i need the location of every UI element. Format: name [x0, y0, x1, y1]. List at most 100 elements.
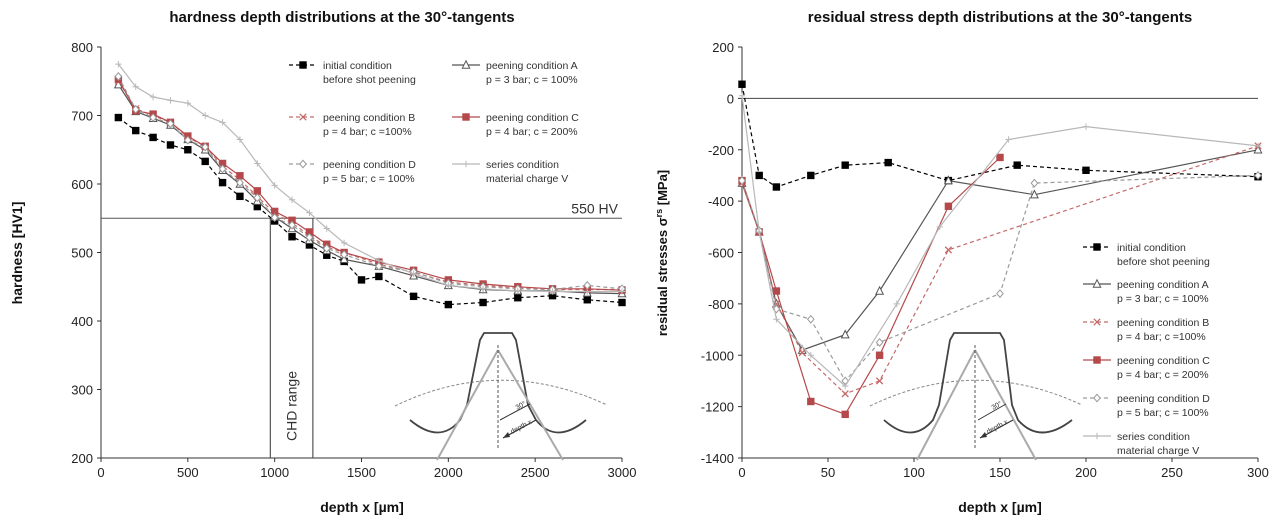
- y-tick-label: 200: [71, 451, 93, 466]
- legend-label: p = 3 bar; c = 100%: [1117, 293, 1209, 305]
- series-lines: [113, 60, 627, 309]
- series-line-3: [117, 78, 623, 291]
- series-3-point: [772, 287, 781, 295]
- series-line-0: [741, 84, 1259, 188]
- chd-range-label: CHD range: [284, 371, 300, 441]
- series-line-0: [118, 117, 623, 306]
- svg-text:depth x: depth x: [986, 419, 1010, 436]
- legend-label: p = 5 bar; c = 100%: [1117, 407, 1209, 419]
- legend-item-5: series condition material charge V: [452, 159, 568, 185]
- y-tick-label: 700: [71, 109, 93, 124]
- series-line-5: [117, 63, 622, 293]
- legend-label: peening condition C: [1117, 355, 1210, 367]
- series-4-point: [149, 113, 157, 123]
- series-5-point: [479, 285, 487, 293]
- legend-label: p = 3 bar; c = 100%: [486, 74, 578, 86]
- legend-item-1: peening condition A p = 3 bar; c = 100%: [1083, 278, 1209, 305]
- series-4-point: [322, 243, 331, 253]
- series-4-point: [166, 119, 175, 129]
- series-0-point: [218, 178, 227, 187]
- series-4-point: [875, 337, 884, 347]
- legend-swatch-marker: [461, 59, 471, 69]
- series-0-point: [1082, 166, 1090, 175]
- series-0-point: [288, 233, 296, 241]
- residual-stress-chart-title: residual stress depth distributions at t…: [808, 9, 1192, 26]
- series-5-point: [219, 119, 226, 126]
- series-0-point: [772, 183, 781, 191]
- series-4-point: [183, 135, 192, 145]
- series-1-point: [840, 329, 850, 339]
- series-0-point: [357, 276, 366, 284]
- legend-item-5: series condition material charge V: [1083, 431, 1199, 457]
- series-5-point: [618, 288, 626, 295]
- y-tick-label: -800: [708, 297, 734, 312]
- x-tick-label: 250: [1161, 465, 1183, 480]
- x-tick-label: 100: [903, 465, 925, 480]
- series-5-point: [132, 83, 139, 90]
- y-tick-label: -1200: [701, 400, 734, 415]
- legend-item-1: peening condition A p = 3 bar; c = 100%: [452, 59, 578, 86]
- series-0-point: [583, 296, 591, 304]
- legend-swatch-marker: [1093, 432, 1101, 440]
- series-1-point: [1029, 189, 1039, 199]
- series-5-point: [340, 239, 348, 247]
- series-5-point: [807, 352, 814, 359]
- legend-swatch-marker: [1093, 356, 1101, 364]
- series-4-point: [806, 314, 815, 324]
- series-0-point: [166, 141, 175, 149]
- series-3-point: [236, 172, 244, 180]
- tooth-diagram-left: 30° depth x: [394, 332, 608, 461]
- legend-item-3: peening condition C p = 4 bar; c = 200%: [452, 112, 579, 138]
- series-5-point: [288, 196, 296, 203]
- legend-item-3: peening condition C p = 4 bar; c = 200%: [1083, 355, 1210, 381]
- series-5-point: [1005, 136, 1012, 143]
- series-0-point: [184, 146, 192, 154]
- series-3-point: [807, 397, 815, 406]
- x-tick-label: 300: [1247, 465, 1269, 480]
- x-tick-label: 2000: [434, 465, 463, 480]
- series-0-point: [514, 294, 522, 302]
- legend-item-4: peening condition D p = 5 bar; c = 100%: [1083, 393, 1210, 419]
- series-lines: [737, 80, 1263, 419]
- legend-swatch-marker: [299, 113, 307, 121]
- svg-text:30°: 30°: [514, 400, 527, 412]
- y-tick-label: 500: [71, 246, 93, 261]
- svg-text:30°: 30°: [990, 400, 1003, 412]
- series-5-point: [773, 316, 780, 323]
- x-tick-label: 1500: [347, 465, 376, 480]
- hardness-x-axis-label: depth x [µm]: [320, 499, 404, 515]
- series-4-point: [288, 220, 296, 230]
- series-5-point: [893, 300, 900, 308]
- series-4-point: [236, 178, 244, 188]
- legend-label: p = 4 bar; c =100%: [1117, 331, 1206, 343]
- legend-label: peening condition D: [1117, 393, 1210, 405]
- series-3-point: [996, 153, 1004, 162]
- series-4-point: [201, 142, 210, 152]
- legend-label: series condition: [486, 159, 559, 171]
- series-0-point: [201, 157, 209, 166]
- residual-stress-legend: initial condition before shot peening peen…: [1083, 242, 1210, 457]
- legend-swatch-marker: [1093, 243, 1101, 251]
- series-5-point: [306, 209, 313, 216]
- series-0-point: [236, 192, 244, 201]
- series-5-point: [410, 270, 417, 277]
- series-4-point: [305, 232, 314, 242]
- legend-swatch-marker: [462, 113, 470, 121]
- series-4-point: [340, 250, 348, 260]
- hardness-chart-title: hardness depth distributions at the 30°-…: [169, 9, 514, 26]
- series-5-point: [738, 92, 746, 100]
- series-4-point: [114, 71, 123, 81]
- series-2-point: [875, 377, 884, 385]
- legend-label: peening condition D: [323, 159, 416, 171]
- y-tick-label: -200: [708, 143, 734, 158]
- y-tick-label: 300: [71, 383, 93, 398]
- legend-swatch-marker: [1092, 278, 1102, 288]
- y-tick-label: 200: [712, 40, 734, 55]
- x-tick-label: 0: [738, 465, 745, 480]
- series-0-point: [841, 161, 849, 169]
- x-tick-label: 200: [1075, 465, 1097, 480]
- hardness-plot-area: 0 500 1000 1500 2000 2500 3000 200 300 400 500 600 7…: [71, 40, 636, 480]
- series-0-point: [807, 171, 815, 180]
- legend-label: before shot peening: [323, 74, 416, 86]
